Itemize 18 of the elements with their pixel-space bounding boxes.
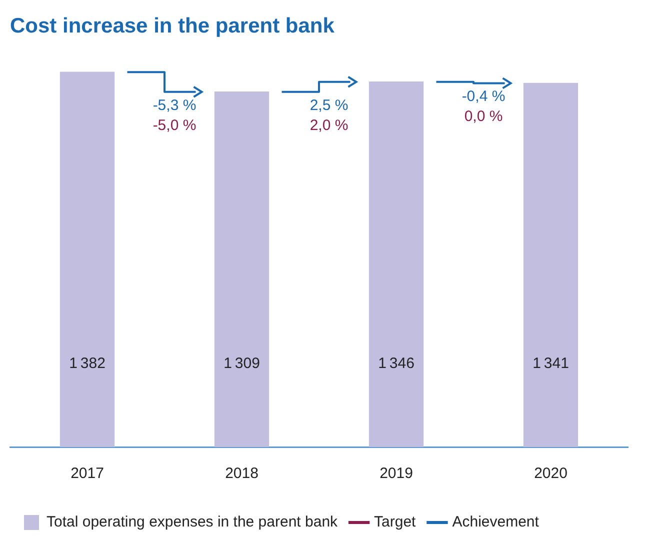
annotation: 2,5 % bbox=[310, 96, 348, 114]
legend-label: Target bbox=[374, 514, 417, 531]
annotation: -0,4 % bbox=[462, 88, 506, 106]
annotation: -5,0 % bbox=[152, 116, 196, 134]
data-label: 1 382 bbox=[69, 355, 106, 372]
data-label: 1 341 bbox=[532, 355, 569, 372]
x-tick-label: 2020 bbox=[534, 465, 568, 482]
x-tick-label: 2019 bbox=[380, 465, 413, 482]
legend-label: Achievement bbox=[452, 514, 540, 531]
chart-title: Cost increase in the parent bank bbox=[10, 14, 335, 38]
legend-label: Total operating expenses in the parent bank bbox=[46, 514, 338, 531]
data-label: 1 346 bbox=[378, 355, 414, 372]
x-tick-label: 2018 bbox=[225, 465, 258, 482]
annotation: -5,3 % bbox=[152, 96, 196, 114]
annotation: 0,0 % bbox=[464, 108, 503, 126]
annotation: 2,0 % bbox=[310, 116, 348, 134]
x-tick-label: 2017 bbox=[70, 465, 104, 482]
data-label: 1 309 bbox=[224, 355, 260, 372]
